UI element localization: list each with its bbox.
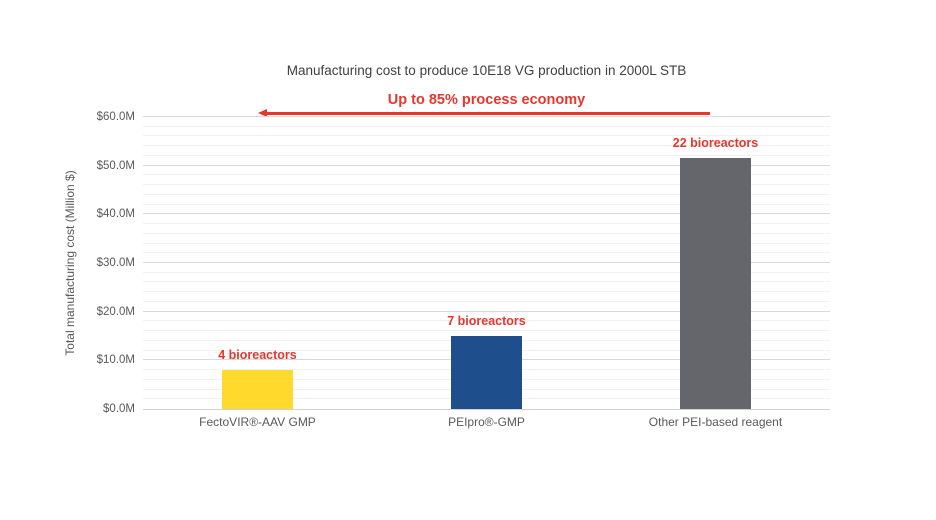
major-gridline bbox=[143, 116, 830, 117]
category-label: Other PEI-based reagent bbox=[648, 415, 783, 429]
process-economy-arrow bbox=[258, 109, 710, 118]
minor-gridline bbox=[143, 125, 830, 127]
minor-gridline bbox=[143, 291, 830, 293]
bar-annotation: 22 bioreactors bbox=[672, 136, 759, 151]
y-tick-label: $10.0M bbox=[96, 354, 135, 367]
y-axis-tick-labels: $0.0M $10.0M $20.0M $30.0M $40.0M $50.0M $60.0… bbox=[0, 111, 135, 415]
process-economy-label: Up to 85% process economy bbox=[387, 92, 586, 108]
minor-gridline bbox=[143, 232, 830, 234]
minor-gridline bbox=[143, 203, 830, 205]
minor-gridline bbox=[143, 135, 830, 137]
minor-gridline bbox=[143, 271, 830, 273]
minor-gridline bbox=[143, 330, 830, 332]
minor-gridline bbox=[143, 223, 830, 225]
y-tick-label: $40.0M bbox=[96, 208, 135, 221]
bar-annotation: 4 bioreactors bbox=[218, 348, 297, 363]
arrow-line bbox=[265, 112, 710, 115]
y-tick-label: $30.0M bbox=[96, 257, 135, 269]
minor-gridline bbox=[143, 242, 830, 244]
category-label: FectoVIR®-AAV GMP bbox=[199, 415, 316, 429]
major-gridline bbox=[143, 213, 830, 215]
y-tick-label: $0.0M bbox=[103, 403, 135, 415]
major-gridline bbox=[143, 310, 830, 312]
bar-2 bbox=[451, 336, 522, 409]
major-gridline bbox=[143, 164, 830, 166]
minor-gridline bbox=[143, 320, 830, 322]
x-axis-category-labels: FectoVIR®-AAV GMP PEIpro®-GMP Other PEI-ba… bbox=[143, 415, 830, 435]
bar-annotation: 7 bioreactors bbox=[447, 314, 526, 328]
major-gridline bbox=[143, 262, 830, 263]
chart-title: Manufacturing cost to produce 10E18 VG p… bbox=[286, 63, 687, 78]
bar-3 bbox=[680, 158, 751, 409]
plot-area: 4 bioreactors 7 bioreactors 22 bioreactors bbox=[143, 116, 830, 410]
minor-gridline bbox=[143, 252, 830, 254]
bar-1 bbox=[222, 370, 293, 409]
arrow-left-head-icon bbox=[258, 109, 267, 117]
minor-gridline bbox=[143, 154, 830, 156]
minor-gridline bbox=[143, 193, 830, 195]
minor-gridline bbox=[143, 145, 830, 147]
minor-gridline bbox=[143, 281, 830, 283]
category-label: PEIpro®-GMP bbox=[448, 415, 525, 429]
y-tick-label: $60.0M bbox=[96, 111, 135, 123]
y-tick-label: $50.0M bbox=[96, 159, 135, 172]
minor-gridline bbox=[143, 184, 830, 186]
minor-gridline bbox=[143, 300, 830, 302]
y-tick-label: $20.0M bbox=[96, 305, 135, 318]
minor-gridline bbox=[143, 174, 830, 176]
